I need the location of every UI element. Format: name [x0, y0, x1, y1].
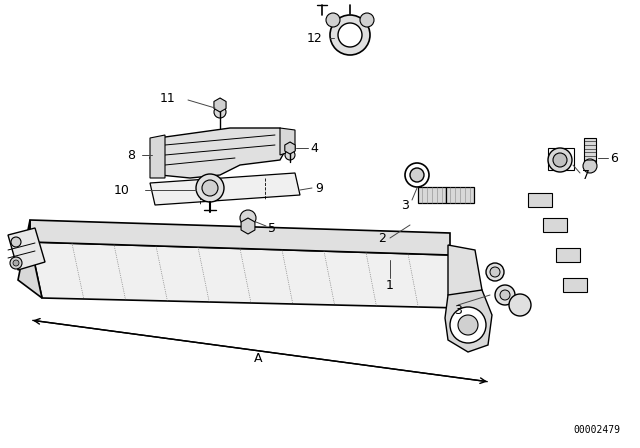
- Circle shape: [202, 180, 218, 196]
- Text: 10: 10: [114, 184, 130, 197]
- Circle shape: [486, 263, 504, 281]
- Bar: [418, 187, 446, 203]
- Text: 4: 4: [310, 142, 318, 155]
- Bar: [543, 218, 567, 232]
- Polygon shape: [280, 128, 295, 155]
- Text: 5: 5: [268, 221, 276, 234]
- Circle shape: [583, 159, 597, 173]
- Text: 3: 3: [401, 198, 409, 211]
- Circle shape: [10, 257, 22, 269]
- Polygon shape: [445, 290, 492, 352]
- Circle shape: [196, 174, 224, 202]
- Circle shape: [450, 307, 486, 343]
- Text: A: A: [253, 352, 262, 365]
- Polygon shape: [150, 135, 165, 178]
- Circle shape: [495, 285, 515, 305]
- Polygon shape: [18, 220, 42, 298]
- Circle shape: [13, 260, 19, 266]
- Polygon shape: [150, 173, 300, 205]
- Text: 11: 11: [159, 91, 175, 104]
- Circle shape: [490, 267, 500, 277]
- Text: 12: 12: [307, 31, 322, 44]
- Text: 3: 3: [454, 303, 462, 316]
- Circle shape: [240, 210, 256, 226]
- Polygon shape: [448, 245, 482, 300]
- Polygon shape: [30, 242, 460, 308]
- Circle shape: [360, 13, 374, 27]
- Bar: [563, 278, 587, 292]
- Circle shape: [326, 13, 340, 27]
- Polygon shape: [30, 220, 450, 255]
- Text: 7: 7: [582, 168, 590, 181]
- Bar: [446, 187, 474, 203]
- Text: 00002479: 00002479: [573, 425, 620, 435]
- Circle shape: [410, 168, 424, 182]
- Circle shape: [285, 150, 295, 160]
- Circle shape: [500, 290, 510, 300]
- Polygon shape: [8, 228, 45, 270]
- Text: 9: 9: [315, 181, 323, 194]
- Circle shape: [214, 106, 226, 118]
- Polygon shape: [584, 138, 596, 163]
- Circle shape: [11, 237, 21, 247]
- Text: 8: 8: [127, 148, 135, 161]
- Circle shape: [458, 315, 478, 335]
- Bar: [528, 193, 552, 207]
- Polygon shape: [150, 128, 290, 178]
- Text: 6: 6: [610, 151, 618, 164]
- Circle shape: [338, 23, 362, 47]
- Bar: [556, 248, 580, 262]
- Circle shape: [509, 294, 531, 316]
- Circle shape: [548, 148, 572, 172]
- Circle shape: [330, 15, 370, 55]
- Circle shape: [553, 153, 567, 167]
- Text: 2: 2: [378, 232, 386, 245]
- Circle shape: [405, 163, 429, 187]
- Text: 1: 1: [386, 279, 394, 292]
